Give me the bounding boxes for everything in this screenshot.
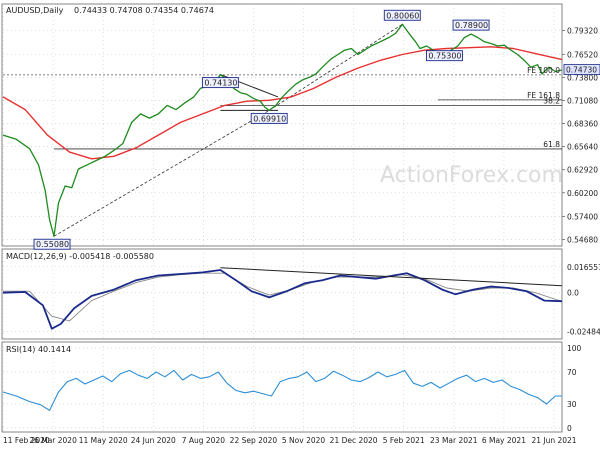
macd-tick-label: -0.024848 bbox=[567, 328, 600, 337]
y-tick-label: 0.71080 bbox=[567, 96, 598, 105]
y-tick-label: 0.79320 bbox=[567, 27, 598, 36]
x-tick-label: 22 Sep 2020 bbox=[230, 436, 278, 445]
price-label: 0.69910 bbox=[253, 114, 286, 123]
price-title: AUDUSD,Daily bbox=[6, 6, 64, 15]
x-tick-label: 26 Mar 2020 bbox=[29, 436, 77, 445]
price-panel bbox=[1, 3, 563, 247]
price-label-box bbox=[425, 50, 463, 62]
x-tick-label: 24 Jun 2020 bbox=[131, 436, 176, 445]
y-tick-label: 0.76520 bbox=[567, 50, 598, 59]
y-tick-label: 0.73800 bbox=[567, 73, 598, 82]
y-tick-label: 0.54680 bbox=[567, 236, 598, 245]
fibo-label: FE 100.0 bbox=[527, 66, 560, 75]
price-line bbox=[2, 23, 563, 237]
macd-panel bbox=[1, 248, 563, 340]
rsi-tick-label: 70 bbox=[567, 368, 577, 377]
price-label-box bbox=[201, 77, 239, 89]
macd-line bbox=[2, 269, 563, 330]
macd-signal-line bbox=[3, 272, 563, 322]
macd-title: MACD(12,26,9) -0.005418 -0.005580 bbox=[6, 252, 154, 261]
rsi-tick-label: 100 bbox=[567, 344, 582, 353]
rsi-tick-label: 30 bbox=[567, 400, 577, 409]
fibo-label: 38.2 bbox=[543, 97, 560, 106]
x-tick-label: 5 Nov 2020 bbox=[282, 436, 325, 445]
rising-trendline bbox=[53, 110, 270, 237]
rsi-title: RSI(14) 40.1414 bbox=[6, 345, 71, 354]
fibo-label: FE 161.8 bbox=[527, 91, 560, 100]
x-tick-label: 21 Jun 2021 bbox=[531, 436, 576, 445]
y-tick-label: 0.62920 bbox=[567, 166, 598, 175]
price-label: 0.78900 bbox=[455, 21, 488, 30]
x-tick-label: 6 May 2021 bbox=[482, 436, 526, 445]
price-label: 0.55080 bbox=[36, 240, 69, 249]
fibo-label: 61.8 bbox=[543, 140, 560, 149]
x-tick-label: 21 Dec 2020 bbox=[330, 436, 378, 445]
macd-tick-label: 0.0 bbox=[567, 289, 579, 298]
rsi-panel bbox=[1, 341, 563, 433]
x-tick-label: 5 Feb 2021 bbox=[383, 436, 425, 445]
watermark: ActionForex.com bbox=[380, 163, 563, 188]
last-price-label: 0.74730 bbox=[566, 66, 597, 75]
price-label-box bbox=[452, 19, 490, 31]
x-tick-label: 7 Aug 2020 bbox=[182, 436, 225, 445]
x-tick-label: 11 May 2020 bbox=[79, 436, 128, 445]
price-label: 0.74130 bbox=[204, 79, 237, 88]
price-label-box bbox=[250, 112, 288, 124]
last-price-box bbox=[563, 64, 600, 75]
x-tick-label: 23 Mar 2021 bbox=[430, 436, 478, 445]
y-tick-label: 0.60200 bbox=[567, 189, 598, 198]
price-label: 0.80060 bbox=[386, 11, 419, 20]
price-label-box bbox=[33, 238, 71, 250]
rsi-tick-label: 0 bbox=[567, 424, 572, 433]
y-tick-label: 0.68360 bbox=[567, 120, 598, 129]
rising-trendline-2 bbox=[268, 23, 403, 111]
macd-trendline bbox=[220, 267, 563, 287]
x-tick-label: 11 Feb 2020 bbox=[3, 436, 50, 445]
ohlc-values: 0.74433 0.74708 0.74354 0.74674 bbox=[74, 6, 214, 15]
y-tick-label: 0.65640 bbox=[567, 143, 598, 152]
ma-line bbox=[2, 46, 563, 160]
y-tick-label: 0.57400 bbox=[567, 213, 598, 222]
price-label: 0.75300 bbox=[428, 52, 461, 61]
price-label-box bbox=[383, 9, 421, 21]
rsi-line bbox=[2, 369, 562, 411]
macd-tick-label: 0.016557 bbox=[567, 263, 600, 272]
